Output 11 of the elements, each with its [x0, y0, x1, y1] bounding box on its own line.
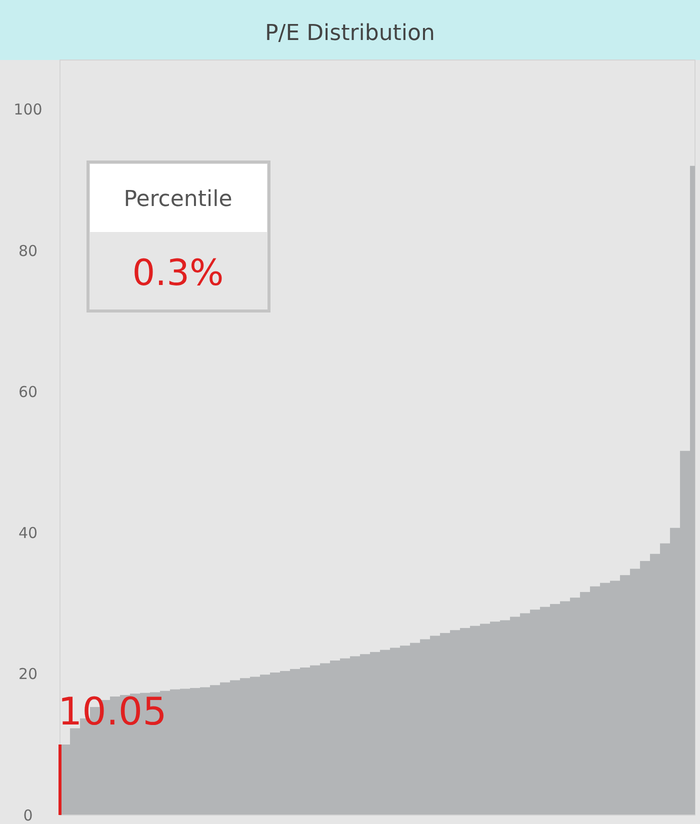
annotation: 0.3% — [132, 253, 224, 294]
annotation: 10.05 — [58, 689, 167, 734]
y-tick-label: 40 — [18, 524, 38, 542]
y-tick-label: 80 — [18, 242, 38, 260]
y-tick-label: 0 — [23, 806, 33, 824]
y-tick-label: 60 — [18, 382, 38, 401]
percentile-box: Percentile 0.3% — [86, 160, 270, 312]
y-tick-label: 100 — [14, 100, 42, 119]
y-tick-label: 20 — [18, 665, 38, 684]
chart-title: P/E Distribution — [265, 21, 435, 46]
annotation: Percentile — [124, 187, 232, 212]
